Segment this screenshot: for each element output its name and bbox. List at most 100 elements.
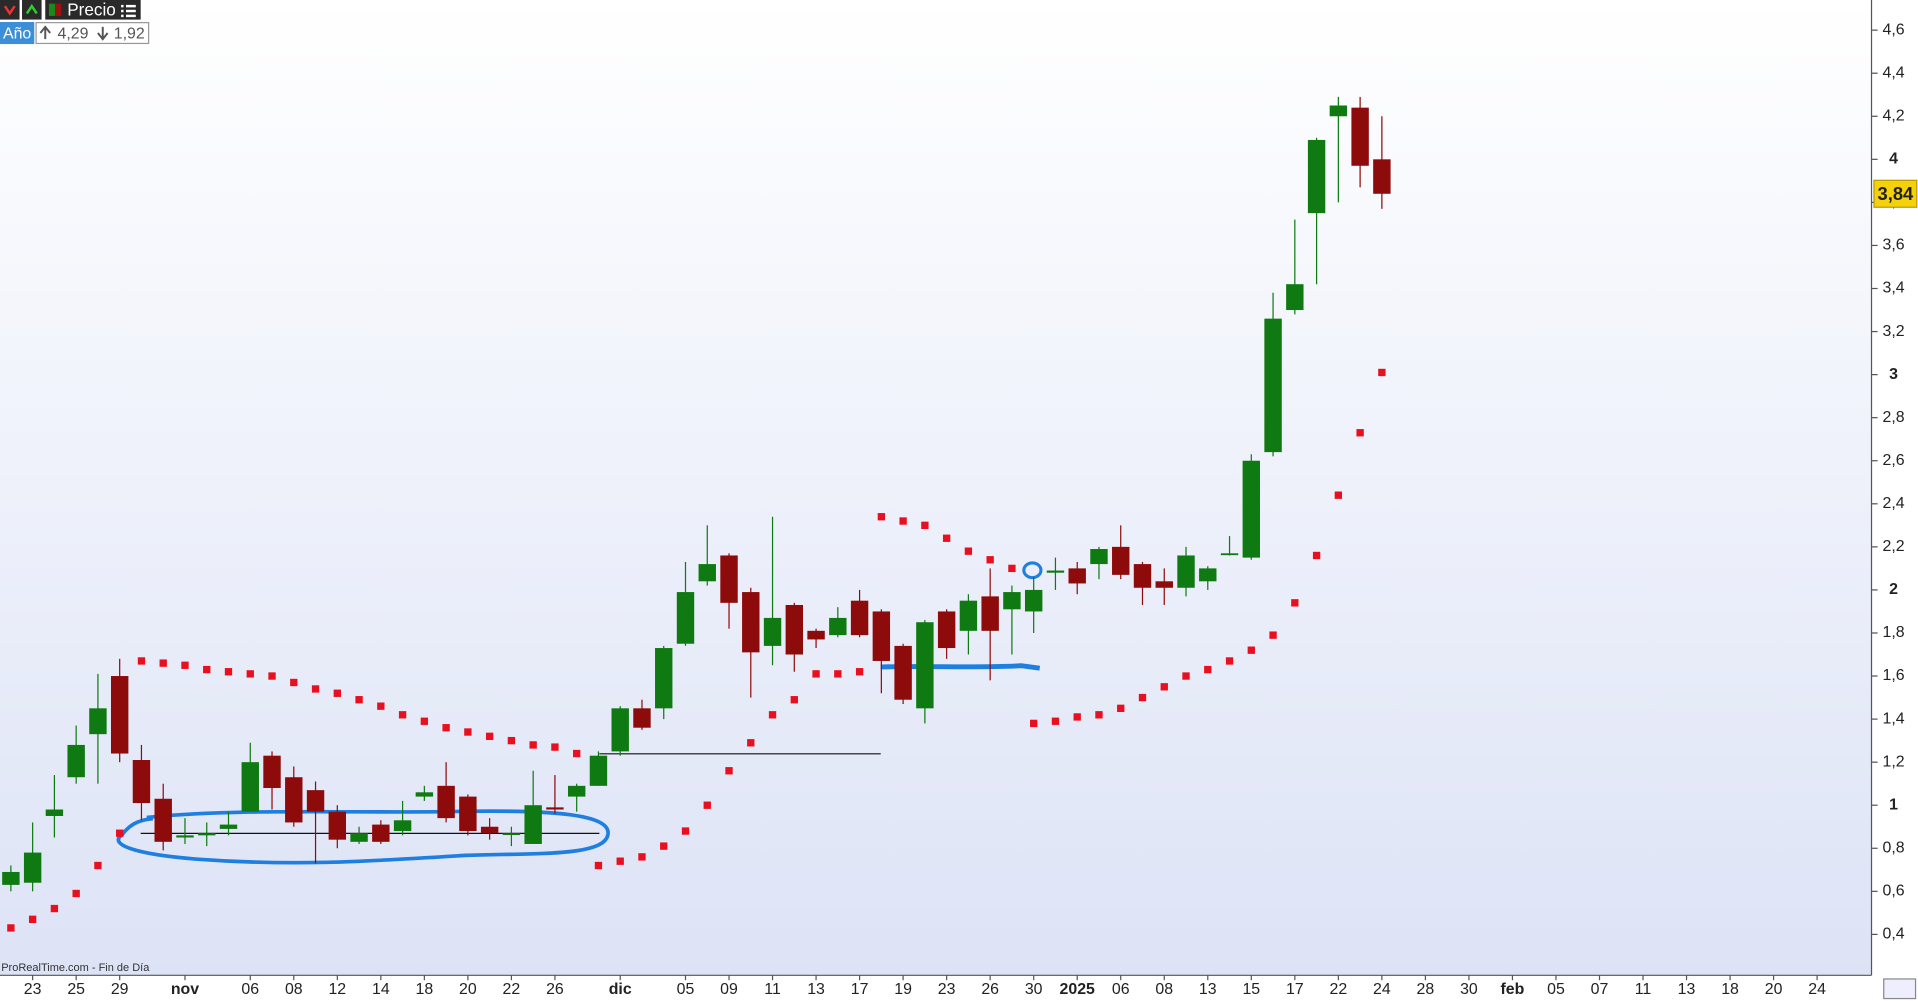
x-tick-label: 24	[1808, 981, 1826, 998]
sar-point	[1073, 713, 1081, 721]
button[interactable]	[22, 0, 42, 20]
sar-point	[268, 672, 276, 680]
candle-body	[2, 871, 20, 885]
x-tick-label: 14	[372, 981, 390, 998]
candle-body	[437, 785, 455, 819]
icon-high	[39, 25, 51, 40]
candle-body	[45, 809, 64, 816]
candle-body	[23, 852, 42, 883]
sar-point	[137, 657, 146, 665]
candle-body	[502, 833, 521, 836]
x-tick-label: 20	[1765, 981, 1783, 998]
x-tick-label: 18	[1721, 981, 1739, 998]
corner-button[interactable]	[1883, 978, 1917, 1000]
x-tick-label: 06	[1112, 981, 1130, 998]
x-tick-label: 20	[459, 981, 477, 998]
sar-point	[529, 741, 537, 749]
x-tick-label: 11	[764, 981, 781, 998]
y-tick-label: 0,4	[1882, 926, 1904, 943]
period-button[interactable]	[0, 22, 35, 45]
y-tick-label: 2,2	[1882, 538, 1904, 555]
candle-body	[524, 805, 542, 844]
y-tick-label: 1	[1889, 796, 1898, 813]
y-tick-label: 4,6	[1882, 21, 1904, 38]
sar-point	[94, 861, 102, 870]
sar-point	[159, 659, 167, 667]
x-tick-label: 29	[111, 981, 129, 998]
sar-point	[398, 711, 407, 719]
candle-body	[1220, 553, 1239, 556]
candle-body	[1003, 592, 1021, 610]
candle-body	[785, 604, 804, 655]
sar-point	[50, 904, 59, 913]
list-icon	[121, 4, 136, 18]
candle-body	[850, 600, 869, 636]
x-tick-label: 06	[241, 981, 259, 998]
candle-body	[1286, 284, 1304, 311]
price-label: Precio	[67, 1, 115, 20]
sar-point	[877, 513, 886, 521]
candle-body	[1351, 107, 1369, 166]
sar-point	[1204, 665, 1212, 674]
x-tick-label: 17	[1286, 981, 1304, 998]
y-tick-label: 3,2	[1882, 323, 1904, 340]
button[interactable]	[45, 0, 141, 20]
sar-point	[311, 685, 320, 693]
candle-body	[655, 648, 673, 709]
y-tick-label: 3,4	[1882, 280, 1904, 297]
button[interactable]	[0, 0, 20, 20]
sar-point	[855, 668, 864, 676]
x-tick-label: 05	[1547, 981, 1565, 998]
x-tick-label: 18	[416, 981, 434, 998]
sar-point	[442, 724, 450, 732]
candle-body	[372, 824, 390, 842]
breakout-marker	[1022, 561, 1043, 580]
x-tick-label: 22	[503, 981, 521, 998]
x-tick-label: 12	[328, 981, 346, 998]
candle-body	[611, 708, 629, 752]
x-tick-label: feb	[1501, 981, 1525, 998]
candle-body	[89, 708, 107, 735]
sar-point	[681, 827, 690, 835]
x-tick-label: 22	[1330, 981, 1348, 998]
range-box	[35, 22, 150, 45]
sar-point	[790, 696, 798, 704]
x-tick-label: 25	[67, 981, 85, 998]
sar-point	[638, 853, 646, 861]
sar-point	[1182, 672, 1190, 680]
sar-point	[1225, 657, 1234, 665]
sar-point	[224, 668, 233, 676]
sar-point	[768, 711, 777, 719]
x-tick-label: 09	[720, 981, 738, 998]
sar-point	[725, 767, 733, 775]
icon-up	[25, 3, 38, 15]
candle-body	[1046, 570, 1065, 573]
icon-down	[3, 5, 16, 16]
candle-body	[263, 755, 281, 788]
period-label: Año	[3, 25, 31, 42]
sar-point	[616, 857, 624, 865]
y-tick-label: 2	[1889, 581, 1898, 598]
candle-body	[1199, 568, 1217, 582]
x-axis-background	[0, 975, 1872, 1001]
candle-body	[1024, 589, 1043, 612]
x-tick-label: 28	[1417, 981, 1435, 998]
sar-point	[1312, 551, 1321, 560]
candle-body	[894, 645, 912, 700]
sar-point	[203, 665, 211, 674]
sar-point	[921, 521, 929, 529]
y-tick-label: 4,4	[1882, 64, 1904, 81]
candle-body	[67, 744, 85, 778]
sar-point	[1030, 719, 1038, 728]
sar-point	[1356, 429, 1364, 437]
y-tick-label: 4	[1889, 151, 1898, 168]
sar-point	[964, 547, 973, 555]
candle-body	[589, 755, 608, 786]
sar-point	[7, 924, 15, 932]
sar-point	[594, 861, 603, 870]
icon	[48, 3, 56, 16]
sar-point	[573, 749, 581, 758]
x-tick-label: 23	[24, 981, 42, 998]
sar-point	[181, 661, 189, 669]
y-tick-label: 0,6	[1882, 883, 1904, 900]
